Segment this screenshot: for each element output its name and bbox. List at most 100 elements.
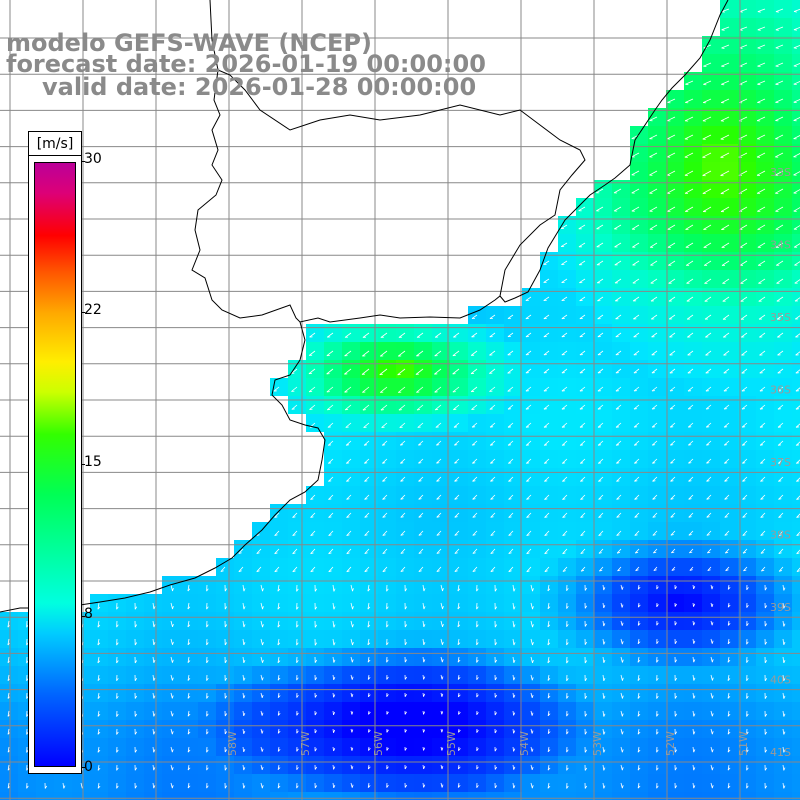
wind-arrow	[692, 728, 696, 735]
wind-arrow	[364, 548, 370, 554]
wind-arrow	[296, 782, 299, 789]
wind-arrow	[597, 368, 604, 374]
wind-arrow	[206, 656, 209, 664]
speed-cell	[504, 792, 522, 800]
wind-arrow	[637, 710, 641, 717]
wind-arrow	[705, 350, 712, 356]
wind-arrow	[397, 368, 406, 376]
wind-arrow	[764, 710, 768, 717]
wind-arrow	[710, 602, 714, 608]
wind-arrow	[364, 458, 370, 464]
wind-arrow	[346, 566, 352, 573]
wind-arrow	[326, 404, 334, 411]
wind-arrow	[560, 224, 568, 229]
wind-arrow	[489, 350, 496, 356]
wind-arrow	[277, 620, 281, 628]
wind-arrow	[453, 332, 460, 338]
wind-arrow	[561, 314, 568, 320]
wind-arrow	[97, 620, 101, 628]
wind-arrow	[685, 260, 694, 266]
wind-arrow	[631, 224, 640, 230]
wind-arrow	[326, 368, 334, 375]
wind-arrow	[206, 746, 209, 753]
wind-arrow	[314, 728, 317, 734]
wind-arrow	[757, 260, 766, 266]
wind-arrow	[327, 458, 334, 464]
wind-arrow	[702, 170, 712, 177]
wind-arrow	[704, 314, 712, 320]
wind-arrow	[566, 674, 569, 682]
wind-arrow	[670, 440, 676, 446]
wind-arrow	[584, 638, 588, 645]
wind-arrow	[702, 152, 712, 158]
wind-arrow	[152, 692, 156, 699]
wind-arrow	[512, 764, 516, 770]
wind-arrow	[364, 494, 370, 500]
wind-arrow	[364, 566, 370, 573]
speed-cell	[792, 522, 800, 540]
wind-arrow	[238, 566, 244, 573]
wind-arrow	[710, 746, 714, 753]
wind-arrow	[631, 170, 640, 176]
wind-arrow	[692, 692, 696, 699]
wind-arrow	[440, 746, 444, 751]
wind-arrow	[361, 368, 370, 375]
wind-arrow	[379, 368, 388, 376]
wind-arrow	[422, 674, 426, 680]
wind-arrow	[637, 764, 641, 771]
wind-arrow	[616, 476, 622, 482]
wind-arrow	[310, 530, 316, 536]
wind-arrow	[187, 764, 191, 771]
wind-arrow	[476, 620, 479, 628]
wind-arrow	[561, 260, 568, 265]
wind-arrow	[746, 692, 749, 699]
wind-arrow	[507, 368, 514, 374]
wind-arrow	[436, 476, 442, 482]
wind-arrow	[525, 440, 532, 446]
wind-arrow	[398, 404, 406, 411]
wind-arrow	[187, 692, 191, 699]
wind-arrow	[472, 548, 478, 554]
wind-arrow	[689, 566, 694, 571]
speed-cell	[792, 702, 800, 720]
wind-arrow	[547, 638, 551, 646]
wind-arrow	[578, 206, 586, 212]
wind-arrow	[242, 584, 246, 592]
wind-arrow	[746, 584, 749, 591]
wind-arrow	[134, 746, 138, 753]
wind-arrow	[782, 620, 786, 627]
wind-arrow	[440, 584, 444, 592]
wind-arrow	[602, 674, 606, 682]
wind-arrow	[328, 566, 334, 573]
wind-arrow	[367, 782, 371, 788]
lon-label: 56W	[372, 731, 385, 756]
wind-arrow	[379, 350, 388, 357]
wind-arrow	[721, 260, 730, 266]
wind-arrow	[494, 674, 498, 681]
wind-arrow	[277, 602, 281, 610]
wind-arrow	[386, 728, 389, 733]
speed-cell	[288, 792, 306, 800]
wind-arrow	[453, 422, 460, 428]
wind-arrow	[206, 638, 209, 646]
wind-arrow	[775, 98, 784, 104]
wind-arrow	[669, 350, 676, 356]
wind-arrow	[650, 260, 658, 266]
wind-arrow	[530, 584, 534, 592]
wind-arrow	[633, 368, 640, 374]
wind-arrow	[152, 620, 156, 628]
wind-arrow	[507, 332, 514, 338]
wind-arrow	[562, 494, 568, 500]
wind-arrow	[350, 782, 354, 788]
speed-cell	[144, 792, 162, 800]
wind-arrow	[702, 116, 712, 122]
wind-arrow	[614, 260, 622, 266]
wind-arrow	[404, 620, 408, 628]
wind-arrow	[740, 332, 748, 338]
wind-arrow	[566, 656, 569, 664]
wind-arrow	[599, 566, 604, 572]
wind-arrow	[651, 440, 658, 446]
wind-arrow	[613, 206, 622, 212]
wind-arrow	[291, 386, 298, 392]
